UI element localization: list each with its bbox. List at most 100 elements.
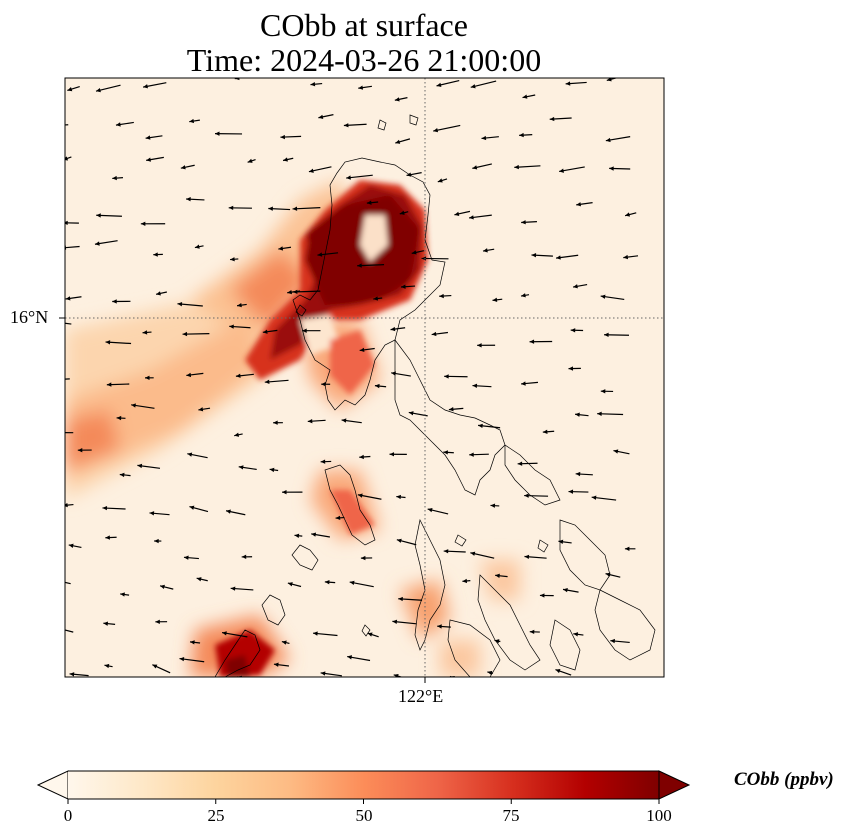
wind-arrowhead: [287, 582, 293, 587]
lat-tick-label: 16°N: [10, 307, 49, 327]
wind-arrowhead: [273, 662, 279, 667]
wind-arrowhead: [341, 418, 347, 423]
wind-arrowhead: [269, 467, 275, 473]
wind-vector: [433, 124, 461, 132]
wind-arrowhead: [439, 293, 444, 299]
colorbar-gradient: [68, 771, 659, 799]
wind-arrowhead: [234, 432, 240, 437]
wind-arrowhead: [119, 472, 125, 478]
wind-arrowhead: [531, 253, 537, 258]
wind-arrowhead: [469, 215, 474, 220]
wind-arrowhead: [573, 284, 578, 289]
wind-arrowhead: [519, 132, 524, 138]
wind-arrowhead: [278, 246, 284, 251]
wind-arrowhead: [183, 555, 189, 560]
wind-arrowhead: [112, 299, 117, 304]
wind-arrowhead: [563, 587, 568, 593]
wind-arrowhead: [317, 252, 323, 257]
wind-arrowhead: [408, 411, 414, 416]
wind-arrowhead: [421, 256, 427, 261]
wind-arrowhead: [307, 418, 313, 424]
colorbar-extend-min: [36, 770, 69, 800]
wind-arrowhead: [198, 407, 204, 412]
wind-arrowhead: [230, 586, 236, 591]
wind-vector: [65, 378, 70, 380]
wind-arrowhead: [77, 447, 83, 453]
wind-arrowhead: [494, 639, 500, 644]
wind-arrowhead: [568, 489, 574, 494]
wind-arrowhead: [311, 532, 317, 537]
wind-arrowhead: [576, 202, 582, 207]
wind-arrowhead: [558, 539, 564, 544]
wind-arrowhead: [287, 289, 292, 295]
wind-arrowhead: [454, 211, 460, 216]
wind-vector: [65, 581, 71, 585]
wind-arrowhead: [624, 546, 630, 551]
wind-arrowhead: [400, 284, 406, 289]
wind-arrowhead: [396, 538, 402, 543]
wind-arrowhead: [96, 213, 101, 218]
wind-arrowhead: [443, 450, 448, 455]
wind-arrowhead: [146, 157, 151, 162]
wind-arrowhead: [67, 87, 73, 92]
wind-arrowhead: [182, 331, 188, 337]
wind-arrowhead: [359, 347, 365, 353]
wind-arrowhead: [347, 655, 352, 660]
lon-tick-label: 122°E: [398, 686, 444, 706]
wind-arrowhead: [462, 578, 468, 584]
wind-arrowhead: [102, 505, 108, 511]
wind-arrowhead: [366, 200, 372, 205]
wind-arrowhead: [229, 324, 234, 329]
wind-arrowhead: [565, 81, 571, 86]
wind-arrowhead: [606, 78, 612, 82]
wind-arrowhead: [187, 452, 193, 457]
wind-arrowhead: [140, 221, 146, 226]
wind-arrowhead: [469, 452, 474, 457]
wind-arrowhead: [186, 197, 191, 202]
wind-arrowhead: [52, 578, 57, 582]
wind-arrowhead: [559, 168, 564, 173]
wind-vectors: [52, 78, 639, 685]
wind-arrowhead: [96, 87, 101, 93]
colorbar: [36, 770, 691, 804]
wind-arrowhead: [594, 679, 599, 683]
wind-arrowhead: [262, 329, 268, 334]
wind-arrowhead: [131, 403, 136, 408]
wind-arrowhead: [399, 210, 405, 215]
wind-arrowhead: [196, 577, 202, 582]
wind-arrowhead: [625, 212, 631, 217]
wind-arrowhead: [106, 382, 112, 387]
wind-arrowhead: [433, 128, 439, 133]
wind-arrowhead: [357, 493, 363, 498]
wind-arrowhead: [104, 663, 110, 669]
wind-arrowhead: [145, 135, 151, 140]
wind-arrowhead: [542, 429, 548, 434]
wind-arrowhead: [115, 122, 121, 127]
wind-arrowhead: [65, 156, 69, 161]
wind-arrowhead: [539, 593, 545, 598]
wind-arrowhead: [189, 118, 195, 124]
wind-arrowhead: [238, 465, 244, 470]
wind-arrowhead: [230, 257, 235, 262]
wind-arrowhead: [394, 97, 400, 102]
wind-arrowhead: [226, 509, 231, 514]
wind-arrowhead: [160, 584, 165, 590]
wind-arrowhead: [568, 366, 574, 371]
wind-vector: [594, 681, 617, 685]
wind-arrowhead: [94, 241, 100, 246]
wind-arrowhead: [145, 375, 150, 381]
wind-vector: [65, 322, 72, 325]
wind-arrowhead: [268, 206, 273, 211]
wind-arrowhead: [105, 340, 111, 345]
map-frame: [64, 77, 665, 678]
wind-arrowhead: [487, 670, 493, 676]
wind-vector: [65, 629, 74, 633]
wind-arrowhead: [235, 373, 241, 378]
wind-arrowhead: [391, 371, 396, 376]
wind-arrowhead: [237, 302, 242, 308]
wind-arrowhead: [591, 495, 597, 500]
wind-arrowhead: [324, 580, 330, 585]
wind-arrowhead: [359, 454, 364, 460]
wind-arrowhead: [308, 168, 314, 173]
wind-arrowhead: [490, 503, 496, 508]
